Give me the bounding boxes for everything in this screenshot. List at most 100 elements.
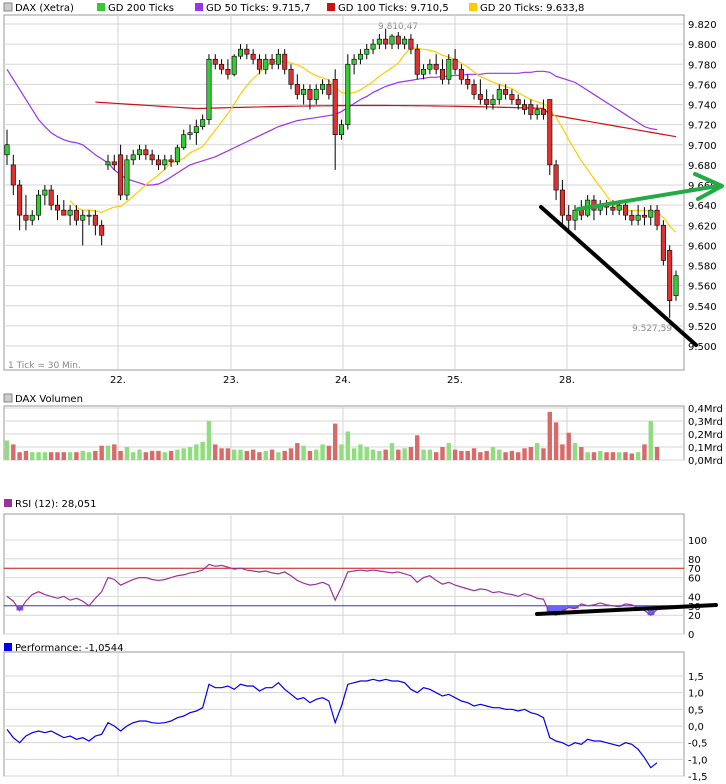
candle-body (130, 154, 136, 161)
candles (4, 29, 679, 318)
candle-body (263, 58, 269, 70)
legend-swatch-gd200 (97, 3, 105, 11)
x-tick-label: 28. (559, 375, 575, 386)
volume-bar (48, 452, 54, 460)
volume-bar (351, 448, 357, 460)
candle-body (269, 58, 275, 65)
perf-panel (3, 651, 685, 777)
volume-bar (11, 444, 16, 460)
candle-body (376, 38, 382, 45)
volume-bar (598, 450, 603, 460)
volume-bar (288, 448, 294, 460)
candle-body (155, 159, 161, 166)
candle-body (452, 58, 458, 70)
volume-bar (635, 452, 641, 460)
rsi-oversold-fill (16, 605, 24, 611)
y-tick-label: 9.640 (688, 201, 717, 212)
x-tick-label: 25. (447, 375, 463, 386)
volume-bar (257, 452, 262, 460)
y-tick-label: 9.680 (688, 161, 717, 172)
volume-bar (326, 445, 332, 460)
volume-bar (17, 452, 22, 460)
legend: DAX (Xetra) GD 200 Ticks GD 50 Ticks: 9.… (3, 2, 584, 14)
volume-bar (383, 449, 388, 460)
volume-bar (377, 450, 382, 460)
volume-bar (654, 447, 660, 460)
y-tick-label: 1,5 (688, 672, 704, 683)
volume-bar (402, 448, 407, 460)
volume-bar (389, 443, 395, 460)
legend-gd50: GD 50 Ticks: 9.715,7 (206, 3, 310, 14)
volume-bar (219, 448, 224, 460)
volume-bar (200, 441, 205, 460)
volume-bar (61, 452, 67, 460)
volume-bar (415, 435, 420, 460)
y-tick-label: 0,0 (688, 722, 704, 733)
candle-body (553, 164, 559, 191)
candle-body (73, 209, 79, 221)
candle-body (389, 35, 395, 45)
volume-bar (358, 444, 363, 460)
volume-bar (187, 447, 193, 460)
candle-body (515, 99, 521, 105)
volume-title: DAX Volumen (15, 394, 83, 405)
candle-body (137, 149, 143, 156)
volume-bar (446, 443, 452, 460)
volume-bar (566, 432, 571, 460)
volume-bar (276, 452, 281, 460)
volume-bar (225, 448, 231, 460)
rsi-oversold-fill (571, 605, 579, 609)
y-tick-label: 9.520 (688, 322, 717, 333)
candle-body (212, 58, 218, 65)
trend-arrow-head (693, 172, 724, 201)
candle-body (320, 84, 326, 90)
candle-body (465, 79, 471, 85)
volume-bar (579, 447, 584, 460)
volume-bar (238, 449, 243, 460)
rsi-line (6, 563, 658, 616)
rsi-swatch (4, 499, 12, 507)
volume-swatch (3, 393, 13, 403)
candle-body (635, 214, 641, 221)
volume-bar (124, 447, 130, 460)
volume-bar (541, 448, 546, 460)
volume-bar (137, 449, 142, 460)
candle-body (559, 189, 565, 216)
high-label: 9.810,47 (378, 22, 418, 32)
candle-body (364, 48, 370, 55)
y-tick-label: 0 (688, 630, 694, 641)
volume-bar (490, 447, 496, 460)
volume-bar (471, 448, 477, 460)
volume-bar (610, 452, 616, 460)
volume-bar (131, 452, 136, 460)
candle-body (641, 214, 647, 218)
volume-bar (42, 452, 48, 460)
legend-dax: DAX (Xetra) (15, 3, 74, 14)
candle-body (143, 149, 149, 156)
candle-body (80, 214, 86, 221)
candle-body (496, 89, 502, 100)
volume-bar (99, 445, 104, 460)
y-tick-label: 9.620 (688, 221, 717, 232)
volume-bar (591, 452, 597, 460)
candle-body (174, 147, 180, 163)
candle-body (427, 63, 433, 70)
candle-body (326, 84, 332, 95)
y-tick-label: 80 (688, 555, 701, 566)
candle-body (250, 53, 256, 60)
candle-body (408, 38, 414, 50)
candle-body (351, 58, 357, 65)
candle-body (572, 209, 578, 221)
grid-layer (4, 15, 684, 777)
volume-bar (295, 443, 300, 460)
volume-bar (213, 444, 218, 460)
candle-body (522, 104, 528, 110)
y-tick-label: 9.580 (688, 262, 717, 273)
y-tick-label: -1,5 (688, 772, 708, 783)
volume-bar (408, 447, 414, 460)
y-tick-label: 100 (688, 536, 707, 547)
volume-bar (585, 452, 590, 460)
volume-bar (143, 452, 149, 460)
volume-bar (427, 449, 433, 460)
volume-bar (263, 450, 268, 460)
